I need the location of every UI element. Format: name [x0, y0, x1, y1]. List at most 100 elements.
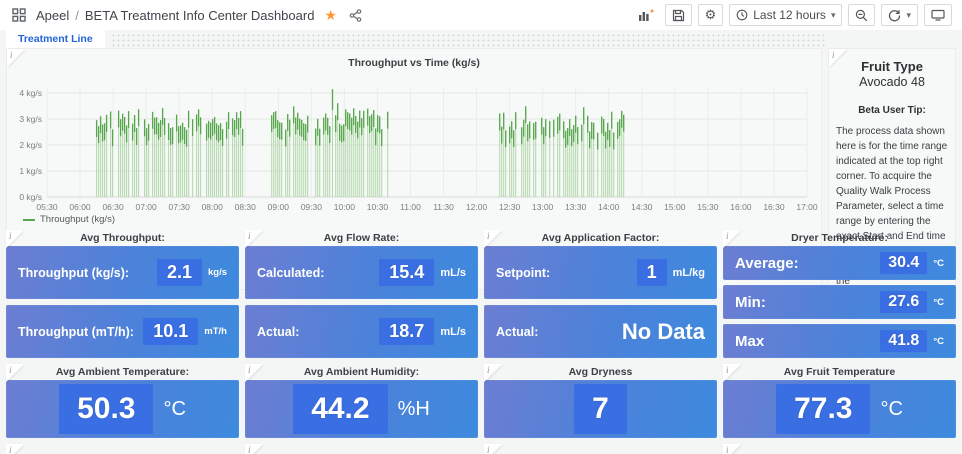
dashboard: i Throughput vs Time (kg/s) 0 kg/s 1 kg/s…: [0, 48, 962, 454]
panel-title[interactable]: Avg Ambient Humidity:: [303, 366, 420, 378]
legend-color-swatch: [23, 218, 35, 221]
refresh-button[interactable]: ▾: [881, 4, 918, 26]
stat-value: 2.1: [156, 259, 202, 286]
svg-text:0 kg/s: 0 kg/s: [19, 192, 42, 202]
panel-info-corner[interactable]: i: [484, 444, 502, 454]
stat-value: 30.4: [880, 252, 928, 274]
partial-panel: i: [484, 444, 717, 454]
dashboards-grid-icon[interactable]: [10, 6, 28, 24]
stat-unit: kg/s: [207, 267, 227, 278]
info-icon: i: [487, 445, 490, 454]
panel-info-corner[interactable]: i: [723, 230, 741, 248]
stat-label: Throughput (mT/h):: [18, 324, 134, 339]
panel-info-corner[interactable]: i: [245, 444, 263, 454]
stat-row: Min: 27.6 °C: [723, 285, 956, 319]
panel-title[interactable]: Avg Dryness: [568, 366, 633, 378]
avg-dryness-panel: i Avg Dryness 7: [484, 364, 717, 438]
time-range-label: Last 12 hours: [753, 8, 826, 22]
breadcrumb: Apeel / BETA Treatment Info Center Dashb…: [36, 8, 314, 23]
info-icon: i: [248, 365, 251, 375]
svg-text:07:00: 07:00: [135, 202, 157, 211]
panel-info-corner[interactable]: i: [723, 444, 741, 454]
breadcrumb-separator: /: [75, 7, 79, 23]
panel-info-corner[interactable]: i: [484, 230, 502, 248]
chart-title[interactable]: Throughput vs Time (kg/s): [348, 57, 480, 69]
info-icon: i: [726, 231, 729, 241]
kiosk-mode-button[interactable]: [924, 4, 952, 26]
chevron-down-icon: ▾: [830, 9, 836, 20]
panel-title[interactable]: Dryer Temperature:: [791, 232, 888, 244]
stat-value: 1: [636, 259, 667, 286]
svg-text:09:30: 09:30: [301, 202, 323, 211]
magnifier-minus-icon: [856, 9, 868, 21]
stat-value: 50.3: [59, 384, 154, 434]
stat-unit: mT/h: [204, 326, 227, 337]
panel-info-corner[interactable]: i: [723, 364, 741, 382]
stat-label: Calculated:: [257, 265, 325, 280]
panel-info-corner[interactable]: i: [6, 364, 24, 382]
panel-info-corner[interactable]: i: [829, 49, 847, 67]
svg-text:4 kg/s: 4 kg/s: [19, 88, 42, 98]
info-icon: i: [832, 50, 835, 60]
info-icon: i: [9, 231, 12, 241]
stat-unit: %H: [397, 397, 430, 420]
stat-unit: °C: [933, 257, 944, 269]
partial-panel: i: [723, 444, 956, 454]
avg-flow-rate-panel: i Avg Flow Rate: Calculated: 15.4 mL/s Ac…: [245, 230, 478, 358]
svg-text:13:30: 13:30: [565, 202, 587, 211]
avg-application-factor-panel: i Avg Application Factor: Setpoint: 1 mL/…: [484, 230, 717, 358]
avg-fruit-temperature-panel: i Avg Fruit Temperature 77.3 °C: [723, 364, 956, 438]
stat-unit: mL/kg: [672, 266, 705, 279]
panel-title[interactable]: Avg Flow Rate:: [323, 232, 400, 244]
throughput-chart-plot[interactable]: 0 kg/s 1 kg/s 2 kg/s 3 kg/s 4 kg/s 05:30 06:00…: [7, 73, 821, 212]
favorite-star-icon[interactable]: ★: [324, 7, 337, 23]
info-icon: i: [10, 50, 13, 60]
panel-title[interactable]: Avg Throughput:: [80, 232, 165, 244]
tab-bar: Treatment Line: [6, 29, 956, 48]
panel-title[interactable]: Avg Ambient Temperature:: [55, 366, 190, 378]
avg-ambient-temperature-panel: i Avg Ambient Temperature: 50.3 °C: [6, 364, 239, 438]
share-icon[interactable]: [347, 7, 364, 24]
stat-label: Max: [735, 332, 765, 350]
info-icon: i: [248, 231, 251, 241]
top-nav: Apeel / BETA Treatment Info Center Dashb…: [0, 0, 962, 30]
stat-value: 44.2: [293, 384, 388, 434]
next-row-partial: i i i i: [6, 444, 956, 454]
tab-drop-zone: [110, 33, 826, 48]
stat-label: Min:: [735, 293, 766, 311]
svg-text:06:30: 06:30: [102, 202, 124, 211]
stat-row: 50.3 °C: [6, 380, 239, 438]
panel-title[interactable]: Avg Application Factor:: [541, 232, 660, 244]
panel-title[interactable]: Avg Fruit Temperature: [783, 366, 896, 378]
zoom-out-button[interactable]: [848, 4, 876, 26]
svg-text:14:30: 14:30: [631, 202, 653, 211]
stat-unit: °C: [933, 335, 944, 347]
svg-text:08:30: 08:30: [235, 202, 257, 211]
panel-info-corner[interactable]: i: [245, 364, 263, 382]
partial-panel: i: [6, 444, 239, 454]
time-picker-button[interactable]: Last 12 hours ▾: [729, 4, 843, 26]
panel-info-corner[interactable]: i: [6, 230, 24, 248]
panel-info-corner[interactable]: i: [7, 49, 25, 67]
panel-info-corner[interactable]: i: [245, 230, 263, 248]
dashboard-settings-button[interactable]: ⚙: [697, 4, 724, 26]
tv-icon: [931, 9, 945, 21]
breadcrumb-app[interactable]: Apeel: [36, 7, 70, 23]
tab-treatment-line[interactable]: Treatment Line: [6, 29, 105, 48]
panel-info-corner[interactable]: i: [484, 364, 502, 382]
svg-text:10:00: 10:00: [334, 202, 356, 211]
chart-legend[interactable]: Throughput (kg/s): [23, 214, 821, 225]
beta-tip-title: Beta User Tip:: [858, 105, 926, 116]
stat-value: 77.3: [776, 384, 871, 434]
panel-info-corner[interactable]: i: [6, 444, 24, 454]
svg-text:05:30: 05:30: [36, 202, 58, 211]
stat-row: Actual: No Data: [484, 305, 717, 358]
svg-text:13:00: 13:00: [532, 202, 554, 211]
refresh-interval-chevron-icon[interactable]: ▾: [906, 9, 911, 20]
stat-label: Actual:: [496, 324, 539, 339]
save-dashboard-button[interactable]: [664, 4, 692, 26]
add-panel-button[interactable]: [634, 4, 659, 26]
stat-value: 18.7: [379, 318, 435, 345]
stat-row: Max 41.8 °C: [723, 324, 956, 358]
svg-text:12:00: 12:00: [466, 202, 488, 211]
